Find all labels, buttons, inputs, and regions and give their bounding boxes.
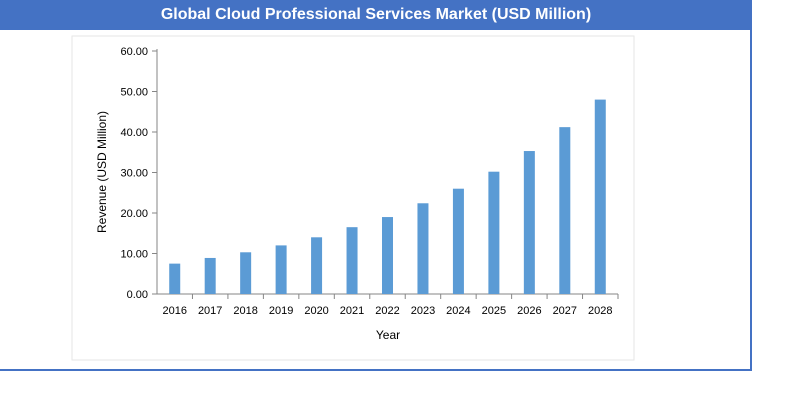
chart-title: Global Cloud Professional Services Marke… [0,0,752,30]
bar-2020 [311,237,323,294]
bar-2024 [452,188,464,294]
x-tick-label: 2018 [233,305,257,317]
bar-2026 [523,151,535,294]
bar-2018 [240,252,252,294]
x-tick-label: 2024 [446,305,470,317]
y-axis-title: Revenue (USD Million) [95,111,109,233]
bar-2016 [169,263,181,294]
x-tick-label: 2023 [411,305,435,317]
bar-2017 [204,257,216,294]
bar-2021 [346,227,358,294]
x-tick-label: 2022 [375,305,399,317]
bar-2023 [417,203,429,294]
x-tick-label: 2017 [198,305,222,317]
y-tick-label: 30.00 [120,168,148,180]
plot-panel [71,35,635,361]
x-axis-title: Year [376,328,400,342]
bar-2022 [382,217,393,294]
x-tick-label: 2025 [482,305,506,317]
bar-2027 [559,127,571,294]
bar-2019 [275,245,287,294]
x-tick-label: 2021 [340,305,364,317]
y-tick-label: 10.00 [120,249,148,261]
x-tick-label: 2020 [304,305,328,317]
y-tick-label: 40.00 [120,127,148,139]
y-tick-label: 0.00 [127,289,148,301]
chart-frame [0,0,752,371]
x-tick-label: 2019 [269,305,293,317]
y-tick-label: 20.00 [120,208,148,220]
bar-2028 [594,99,606,294]
x-tick-label: 2027 [553,305,577,317]
y-tick-label: 50.00 [120,87,148,99]
y-tick-label: 60.00 [120,46,148,58]
x-tick-label: 2028 [588,305,612,317]
x-tick-label: 2026 [517,305,541,317]
bar-2025 [488,171,500,294]
x-tick-label: 2016 [162,305,186,317]
